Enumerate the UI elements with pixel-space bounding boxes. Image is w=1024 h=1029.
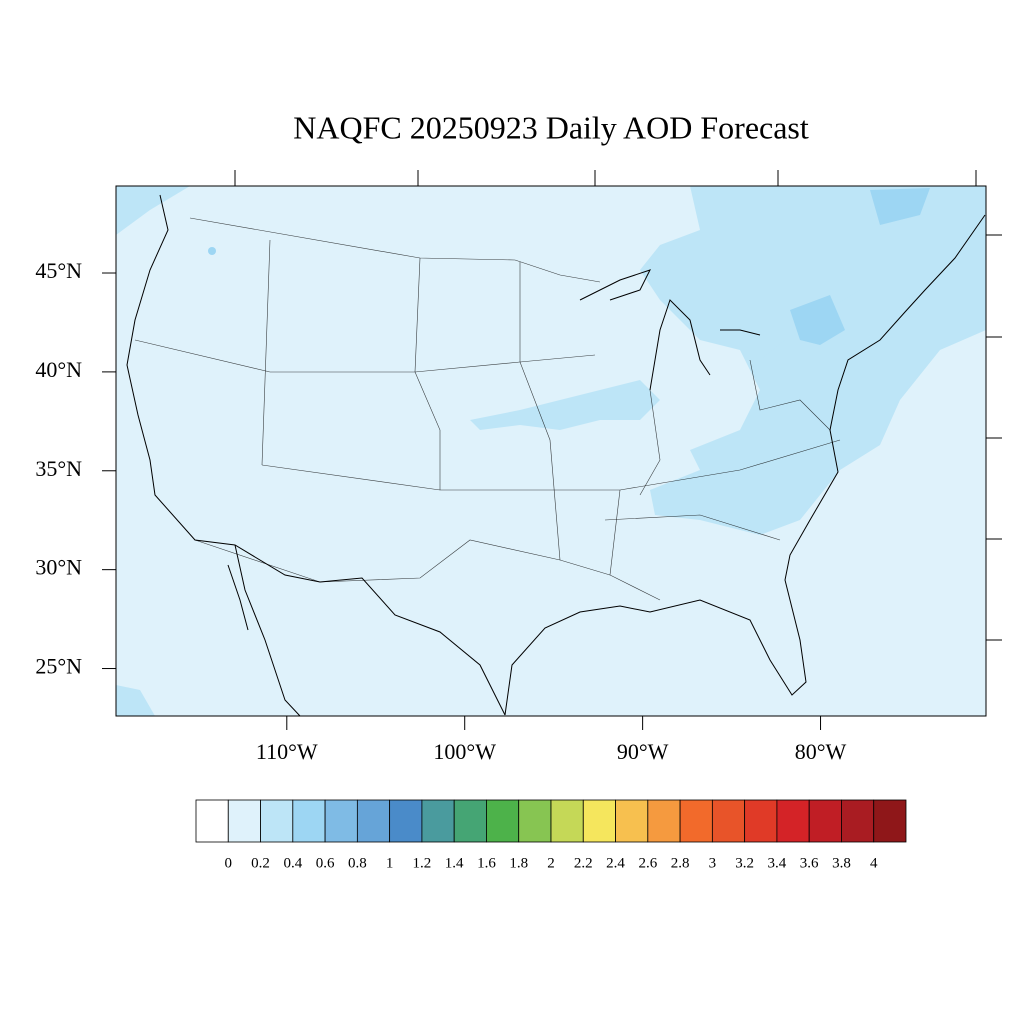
x-tick-label: 90°W <box>617 739 669 764</box>
colorbar-label: 4 <box>870 855 878 871</box>
colorbar-swatch <box>453 799 487 843</box>
colorbar-swatch <box>421 799 455 843</box>
colorbar-swatch <box>744 799 778 843</box>
colorbar-label: 1 <box>386 855 394 871</box>
colorbar-swatch <box>679 799 713 843</box>
colorbar-swatch <box>808 799 842 843</box>
colorbar-swatch <box>292 799 326 843</box>
colorbar-swatch <box>841 799 875 843</box>
colorbar-label: 1.4 <box>445 855 464 871</box>
coastline <box>126 194 986 717</box>
colorbar-swatch <box>356 799 391 843</box>
colorbar-swatch <box>260 799 294 843</box>
colorbar-swatch <box>486 799 520 843</box>
colorbar-swatch <box>776 799 810 843</box>
y-tick-label: 30°N <box>35 555 82 580</box>
colorbar-swatch <box>582 799 616 843</box>
colorbar-swatch <box>324 799 358 843</box>
colorbar-swatch <box>711 799 746 843</box>
colorbar-swatch <box>873 799 907 843</box>
colorbar-label: 3.8 <box>832 855 851 871</box>
map-frame <box>115 185 987 717</box>
y-tick-label: 40°N <box>35 357 82 382</box>
aod-plume <box>116 186 986 716</box>
colorbar-swatch <box>518 799 552 843</box>
border <box>134 217 841 601</box>
colorbar-swatch <box>550 799 584 843</box>
y-tick-label: 45°N <box>35 258 82 283</box>
colorbar-swatch <box>389 799 423 843</box>
colorbar-label: 1.8 <box>509 855 528 871</box>
x-tick-label: 100°W <box>433 739 496 764</box>
chart-title: NAQFC 20250923 Daily AOD Forecast <box>293 109 809 145</box>
colorbar-swatch <box>647 799 681 843</box>
colorbar-label: 3.4 <box>768 855 787 871</box>
colorbar-label: 2 <box>547 855 555 871</box>
colorbar-swatch <box>195 799 229 843</box>
colorbar-label: 3 <box>709 855 717 871</box>
colorbar-label: 2.4 <box>606 855 625 871</box>
x-tick-label: 80°W <box>795 739 847 764</box>
colorbar-swatch <box>615 799 649 843</box>
map <box>115 170 1002 717</box>
colorbar-label: 1.6 <box>477 855 496 871</box>
frame-tick <box>234 170 1002 641</box>
x-tick-label: 110°W <box>256 739 318 764</box>
colorbar-label: 0 <box>225 855 233 871</box>
colorbar-label: 0.8 <box>348 855 367 871</box>
colorbar-label: 3.2 <box>735 855 754 871</box>
colorbar-label: 0.2 <box>251 855 270 871</box>
aod-plume-high <box>208 188 930 345</box>
colorbar-label: 2.8 <box>671 855 690 871</box>
colorbar-label: 2.6 <box>638 855 657 871</box>
y-tick-label: 25°N <box>35 654 82 679</box>
colorbar-label: 3.6 <box>800 855 819 871</box>
y-tick-label: 35°N <box>35 456 82 481</box>
colorbar-label: 2.2 <box>574 855 593 871</box>
colorbar-swatch <box>227 799 261 843</box>
colorbar-label: 1.2 <box>413 855 432 871</box>
colorbar-label: 0.6 <box>316 855 335 871</box>
colorbar-label: 0.4 <box>283 855 302 871</box>
